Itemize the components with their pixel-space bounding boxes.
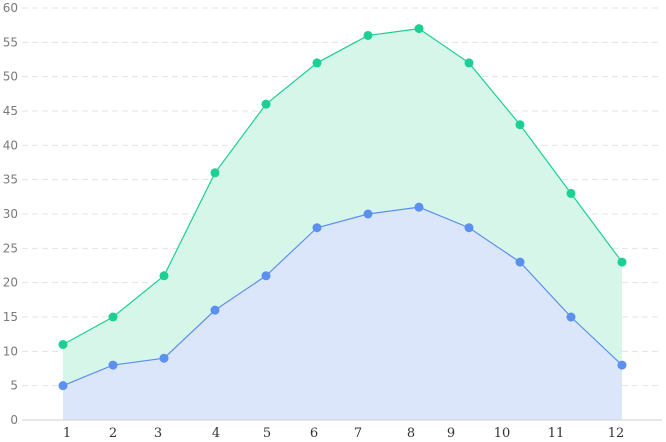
- y-tick-label: 60: [3, 1, 18, 15]
- x-tick-label: 6: [310, 426, 318, 441]
- series-1-point: [261, 99, 271, 109]
- y-axis-ticks: 0 5 10 15 20 25 30 35 40 45 50 55 60: [3, 1, 18, 427]
- y-tick-label: 40: [3, 138, 18, 152]
- y-tick-label: 30: [3, 207, 18, 221]
- series-0-point: [464, 223, 474, 233]
- series-0-point: [414, 202, 424, 212]
- y-tick-label: 35: [3, 173, 18, 187]
- series-0-point: [159, 353, 169, 363]
- series-0-point: [58, 381, 68, 391]
- series-0-point: [566, 312, 576, 322]
- y-tick-label: 15: [3, 310, 18, 324]
- x-tick-label: 3: [154, 426, 162, 441]
- y-tick-label: 10: [3, 344, 18, 358]
- series-0-point: [261, 271, 271, 281]
- series-0-point: [363, 209, 373, 219]
- x-tick-label: 11: [548, 426, 565, 441]
- series-0-point: [312, 223, 322, 233]
- series-0-line: [62, 206, 623, 387]
- y-tick-label: 20: [3, 276, 18, 290]
- y-tick-label: 45: [3, 104, 18, 118]
- series-1-point: [414, 24, 424, 34]
- x-tick-label: 12: [608, 426, 625, 441]
- series-1-point: [58, 339, 68, 349]
- x-tick-label: 7: [354, 426, 362, 441]
- x-tick-label: 8: [407, 426, 415, 441]
- series-1-point: [159, 271, 169, 281]
- y-tick-label: 50: [3, 70, 18, 84]
- series-1-point: [108, 312, 118, 322]
- series-1-point: [617, 257, 627, 267]
- series-0-point: [210, 305, 220, 315]
- series-0-area: [63, 207, 622, 420]
- x-tick-label: 5: [263, 426, 271, 441]
- x-axis-ticks: 1 2 3 4 5 6 7 8 9 10 11 12: [63, 426, 624, 441]
- x-tick-label: 9: [447, 426, 455, 441]
- series-1-point: [210, 168, 220, 178]
- series-1-point: [363, 30, 373, 40]
- y-tick-label: 0: [10, 413, 18, 427]
- series-points: [58, 24, 627, 391]
- x-tick-label: 10: [494, 426, 511, 441]
- series-1-point: [312, 58, 322, 68]
- x-tick-label: 4: [212, 426, 220, 441]
- y-tick-label: 5: [10, 379, 18, 393]
- series-1-point: [464, 58, 474, 68]
- series-1-line: [62, 27, 623, 345]
- series-0-point: [617, 360, 627, 370]
- y-tick-label: 25: [3, 241, 18, 255]
- series-1-point: [515, 120, 525, 130]
- x-tick-label: 1: [63, 426, 71, 441]
- series-areas: [63, 28, 622, 420]
- y-tick-label: 55: [3, 35, 18, 49]
- series-lines: [62, 27, 623, 387]
- series-1-point: [566, 188, 576, 198]
- x-tick-label: 2: [109, 426, 117, 441]
- series-0-point: [515, 257, 525, 267]
- series-0-point: [108, 360, 118, 370]
